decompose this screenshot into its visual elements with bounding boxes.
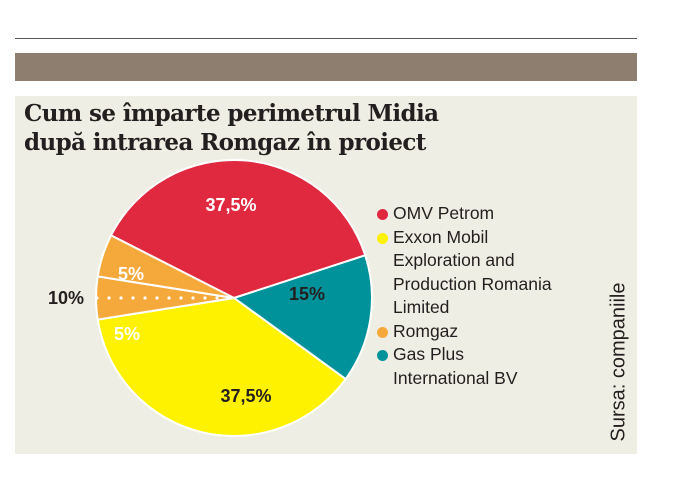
pie-slice-exxon-mobil [96, 297, 347, 437]
legend-dot-icon [377, 209, 388, 220]
legend-item-exxon-mobil: Exxon Mobil Exploration and Production Rom… [377, 226, 597, 320]
slice-label-exxon-mobil: 37,5% [220, 386, 271, 406]
top-rule [15, 38, 637, 39]
pie-slice-gas-plus [233, 254, 373, 381]
slice-label-gas-plus: 15% [289, 284, 325, 304]
legend-label-line: Gas Plus [393, 344, 464, 364]
legend-dot-icon [377, 326, 388, 338]
title-line-2: după intrarea Romgaz în proiect [24, 129, 426, 156]
legend-item-romgaz: Romgaz [377, 320, 597, 344]
legend-label-line: OMV Petrom [393, 203, 495, 223]
slice-label-romgaz-lower: 5% [114, 324, 140, 344]
slice-label-romgaz-upper: 5% [118, 264, 144, 284]
legend-dot-icon [377, 350, 388, 361]
pie-slice-omv-petrom [110, 159, 367, 299]
chart-title: Cum se împarte perimetrul Midia după int… [24, 99, 439, 157]
chart-legend: OMV Petrom Exxon Mobil Exploration and Prod… [377, 202, 597, 390]
pie-slice-romgaz-upper [96, 234, 235, 299]
legend-item-omv-petrom: OMV Petrom [377, 202, 597, 226]
legend-label-line: International BV [393, 367, 518, 388]
legend-dot-icon [377, 232, 388, 244]
header-band [15, 53, 637, 81]
source-note: Sursa: companiile [607, 282, 630, 442]
romgaz-total-label: 10% [48, 288, 84, 308]
legend-label-line: Exploration and [393, 250, 515, 270]
slice-label-omv-petrom: 37,5% [205, 195, 256, 215]
legend-label-line: Production Romania [393, 273, 552, 294]
legend-label-line: Exxon Mobil [393, 226, 489, 247]
legend-item-gas-plus: Gas Plus International BV [377, 343, 597, 390]
legend-label-line: Romgaz [393, 320, 459, 341]
legend-label-line: Limited [393, 297, 450, 317]
title-line-1: Cum se împarte perimetrul Midia [24, 100, 439, 127]
